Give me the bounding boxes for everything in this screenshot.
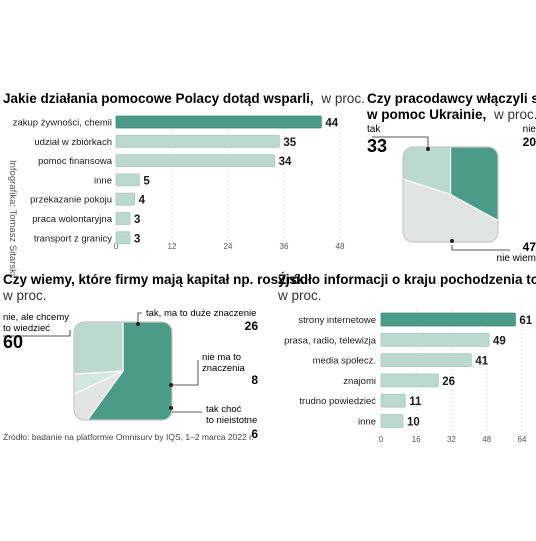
value-label: 11 [409,396,422,408]
x-tick-label: 0 [379,435,384,444]
slice-label: nie wiem [497,253,536,264]
value-label: 49 [493,335,506,347]
x-tick-label: 24 [224,242,233,251]
leader-line [138,313,142,322]
employers-title-line2: w pomoc Ukrainie, w proc. [366,107,536,122]
bar [381,394,405,407]
slice-label: nie [523,124,536,135]
slice-label: tak [367,124,381,135]
bar [381,354,471,367]
value-label: 4 [139,195,146,207]
bar [116,213,130,225]
origin-source-unit: w proc. [277,288,322,303]
value-label: 3 [134,214,140,226]
category-label: prasa, radio, telewizja [284,335,377,346]
category-label: znajomi [343,376,376,387]
category-label: pomoc finansowa [38,156,113,167]
leader-line [172,360,198,385]
bar [116,232,130,244]
value-label: 5 [143,175,150,187]
slice-label: nie, ale chcemy [3,312,69,323]
slice-label: tak choć [206,404,242,415]
category-label: strony internetowe [298,315,376,326]
slice-value: 60 [3,332,23,352]
bar [116,155,275,167]
category-label: inne [94,175,112,186]
leader-dot [136,322,140,326]
value-label: 41 [475,356,488,368]
slice-label: to nieistotne [206,415,257,426]
x-tick-label: 12 [168,242,177,251]
x-tick-label: 32 [447,435,456,444]
category-label: przekazanie pokoju [30,195,112,206]
employers-title: Czy pracodawcy włączyli się [367,91,536,106]
category-label: praca wolontaryjna [32,214,112,225]
value-label: 10 [407,417,420,429]
bar [116,116,321,128]
slice-value: 26 [245,319,259,333]
slice-value: 8 [251,373,258,387]
value-label: 34 [279,156,292,168]
slice-value: 20 [523,135,536,149]
x-tick-label: 64 [518,435,527,444]
pie-slice [0,371,123,490]
bar [116,174,139,186]
actions-title: Jakie działania pomocowe Polacy dotąd ws… [3,91,365,106]
leader-dot [169,383,173,387]
bar [116,193,135,205]
origin-source-bar-chart: 0 16 32 48 64 strony internetowe 61 prasa, radi… [284,309,533,444]
slice-value: 47 [523,240,536,254]
source-text: Źródło: badanie na platformie Omnisurv b… [3,432,254,442]
leader-dot [450,239,454,243]
value-label: 44 [325,118,338,130]
category-label: udział w zbiórkach [34,137,112,148]
bar [381,313,515,326]
slice-label: nie ma to [202,352,241,363]
leader-line [452,245,510,250]
origin-source-title: Źródło informacji o kraju pochodzenia to… [278,272,536,287]
leader-dot [426,147,430,151]
bar [381,333,489,346]
x-tick-label: 48 [336,242,345,251]
bar [381,374,438,387]
leader-dot [169,406,173,410]
slice-label: tak, ma to duże znaczenie [146,308,256,319]
bar [116,135,279,147]
slice-label: znaczenia [202,363,245,374]
category-label: transport z granicy [34,233,112,244]
bar [381,415,403,428]
russian-capital-title: Czy wiemy, które firmy mają kapitał np. … [3,272,308,287]
x-tick-label: 36 [280,242,289,251]
category-label: trudno powiedzieć [299,396,376,407]
category-label: media społecz. [313,356,376,367]
value-label: 61 [519,315,532,327]
value-label: 26 [442,376,455,388]
slice-value: 33 [367,136,387,156]
value-label: 35 [283,137,296,149]
x-tick-label: 16 [412,435,421,444]
credit-text: Infografika: Tomasz Sitarski [7,160,18,276]
category-label: zakup żywności, chemii [13,118,112,129]
value-label: 3 [134,233,140,245]
category-label: inne [358,417,376,428]
russian-capital-unit: w proc. [2,288,47,303]
x-tick-label: 48 [482,435,491,444]
